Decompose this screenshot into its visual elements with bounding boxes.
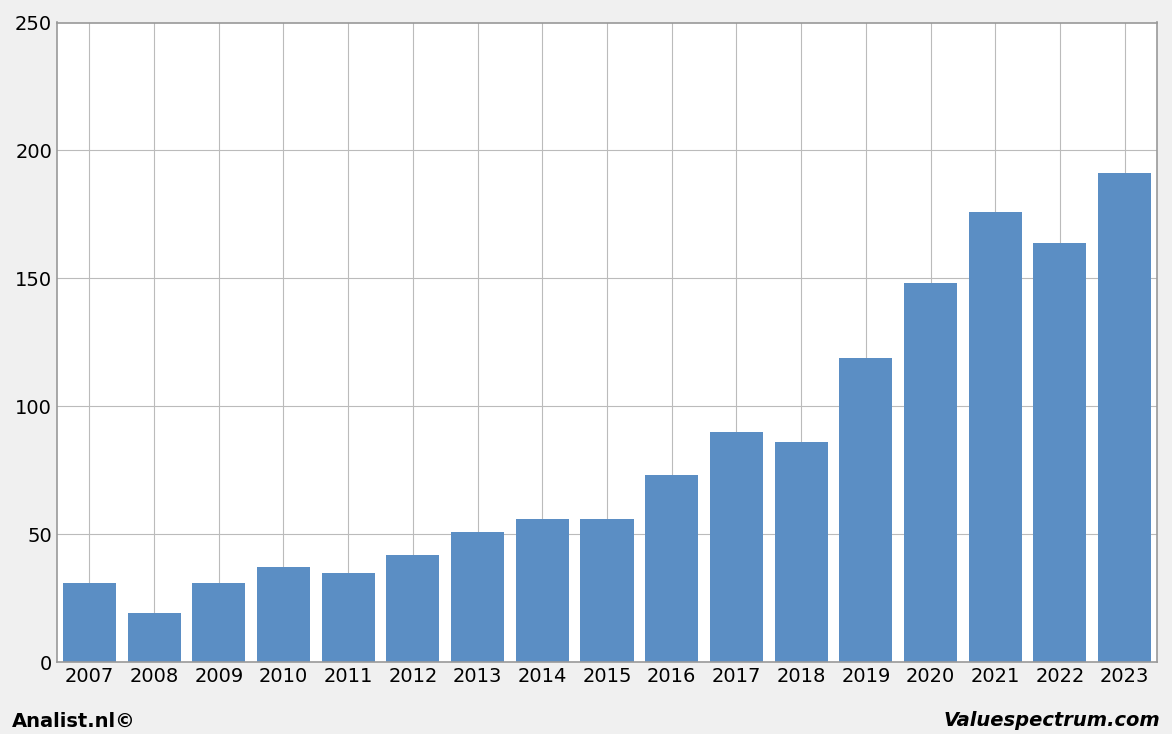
- Text: Analist.nl©: Analist.nl©: [12, 711, 136, 730]
- Text: Valuespectrum.com: Valuespectrum.com: [943, 711, 1160, 730]
- Bar: [451, 531, 504, 662]
- Bar: [387, 555, 440, 662]
- Bar: [969, 212, 1022, 662]
- Bar: [904, 283, 958, 662]
- Bar: [321, 573, 375, 662]
- Bar: [710, 432, 763, 662]
- Bar: [1098, 173, 1151, 662]
- Bar: [839, 357, 892, 662]
- Bar: [1034, 242, 1086, 662]
- Bar: [516, 519, 568, 662]
- Bar: [192, 583, 245, 662]
- Bar: [580, 519, 634, 662]
- Bar: [775, 442, 827, 662]
- Bar: [645, 476, 699, 662]
- Bar: [128, 614, 180, 662]
- Bar: [257, 567, 309, 662]
- Bar: [63, 583, 116, 662]
